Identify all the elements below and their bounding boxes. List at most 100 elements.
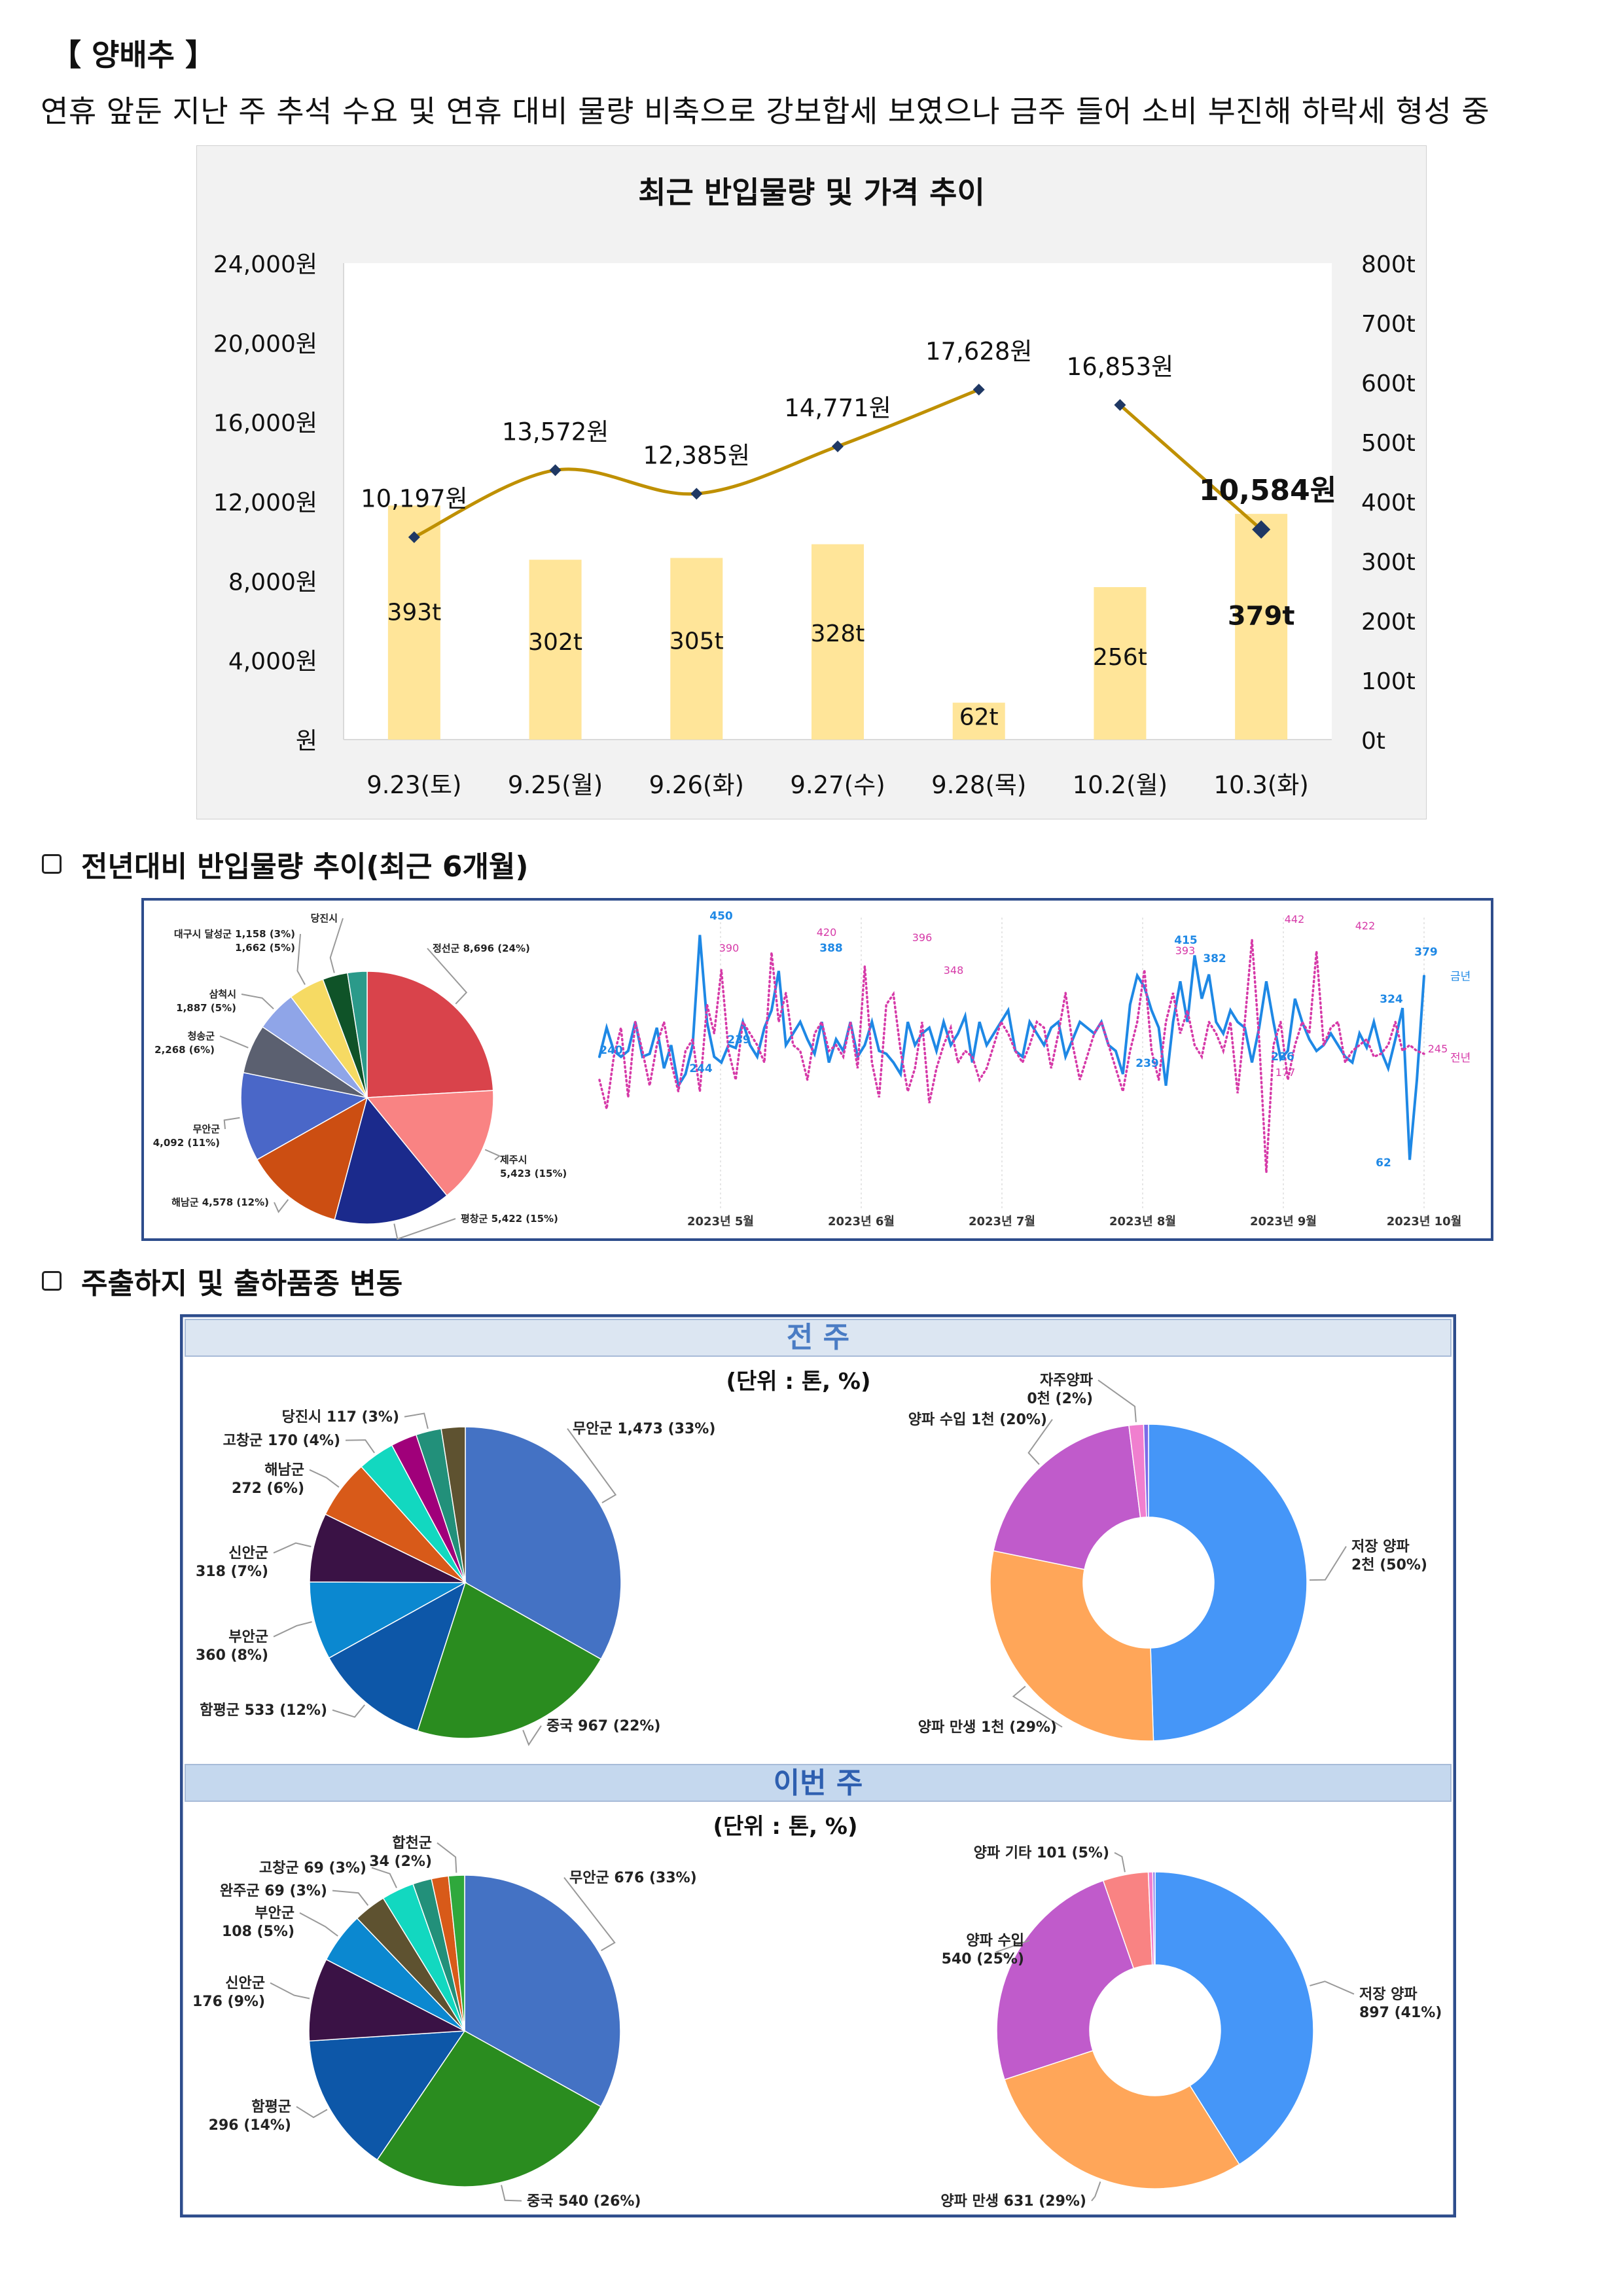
- price-line: [1118, 403, 1262, 531]
- volume-bar: [1094, 587, 1147, 740]
- slice-label: 신안군: [225, 1975, 265, 1992]
- this-year-value-label: 388: [819, 942, 843, 955]
- slice-label: 당진시: [311, 912, 338, 924]
- price-label: 16,853원: [1067, 353, 1174, 381]
- this-week-region-pie: [308, 1874, 621, 2187]
- price-label: 14,771원: [784, 394, 891, 422]
- this-year-value-label: 239: [1135, 1057, 1159, 1070]
- slice-label: 양파 수입 1천 (20%): [908, 1412, 1047, 1428]
- y-left-tick: 20,000원: [213, 331, 317, 357]
- this-year-value-label: 244: [689, 1062, 713, 1075]
- slice-label: 5,423 (15%): [500, 1168, 567, 1179]
- prev-week-header: [185, 1319, 1452, 1357]
- volume-label: 256t: [1093, 644, 1147, 671]
- y-right-tick: 200t: [1361, 609, 1416, 636]
- pie-slice: [1152, 1871, 1156, 1965]
- leader-line: [332, 1890, 369, 1906]
- region-pie: [240, 971, 494, 1225]
- origin-checkbox[interactable]: [42, 1271, 62, 1291]
- pie-slice: [440, 1426, 466, 1583]
- slice-label: 540 (25%): [942, 1951, 1024, 1967]
- volume-label: 62t: [959, 704, 999, 731]
- leader-line: [329, 918, 344, 973]
- slice-label: 2,268 (6%): [154, 1044, 215, 1056]
- slice-label: 양파 만생 1천 (29%): [918, 1719, 1057, 1736]
- price-label: 12,385원: [643, 441, 751, 469]
- page-heading: 【 양배추 】: [51, 37, 215, 73]
- this-week-title: 이번 주: [774, 1767, 863, 1800]
- price-marker: [1114, 399, 1126, 411]
- y-left-tick: 12,000원: [213, 490, 317, 516]
- slice-label: 318 (7%): [196, 1564, 268, 1580]
- leader-line: [332, 1704, 366, 1718]
- this-year-value-label: 415: [1174, 934, 1198, 947]
- pie-slice: [1004, 2050, 1240, 2189]
- price-label: 17,628원: [925, 337, 1033, 365]
- origin-panel: 전 주 (단위 : 톤, %) 이번 주 (단위 : 톤, %) 무안군 1,473 (…: [179, 1314, 1457, 2218]
- leader-line: [1310, 1981, 1355, 1995]
- slice-label: 무안군 676 (33%): [569, 1870, 697, 1886]
- last-year-value-label: 422: [1355, 920, 1376, 932]
- leader-line: [274, 1199, 289, 1213]
- last-year-value-label: 393: [1175, 944, 1196, 957]
- pie-slice: [308, 2030, 466, 2161]
- y-left-tick: 4,000원: [228, 649, 317, 675]
- this-year-value-label: 382: [1203, 952, 1226, 965]
- x-tick-label: 2023년 7월: [969, 1215, 1035, 1229]
- slice-label: 양파 만생 631 (29%): [940, 2193, 1086, 2210]
- leader-line: [223, 1117, 240, 1130]
- slice-label: 함평군 533 (12%): [200, 1702, 327, 1719]
- slice-label: 897 (41%): [1359, 2005, 1442, 2021]
- slice-label: 부안군: [228, 1629, 268, 1645]
- slice-label: 0천 (2%): [1027, 1391, 1093, 1407]
- price-marker: [972, 384, 985, 396]
- section-trend: 전년대비 반입물량 추이(최근 6개월): [42, 843, 529, 885]
- leader-line: [567, 1428, 617, 1503]
- leader-line: [427, 948, 468, 1005]
- slice-label: 자주양파: [1040, 1372, 1094, 1389]
- origin-chart: 전 주 (단위 : 톤, %) 이번 주 (단위 : 톤, %) 무안군 1,473 (…: [179, 1314, 1457, 2218]
- slice-label: 176 (9%): [192, 1994, 265, 2010]
- pie-slice: [376, 2030, 602, 2187]
- last-year-value-label: 442: [1285, 913, 1305, 925]
- volume-bar: [1235, 514, 1288, 740]
- price-label: 10,197원: [361, 485, 468, 513]
- legend-last-year: 전년: [1450, 1052, 1471, 1065]
- x-tick-label: 2023년 6월: [828, 1215, 895, 1229]
- slice-label: 양파 기타 101 (5%): [974, 1845, 1109, 1861]
- leader-line: [1027, 1419, 1053, 1465]
- x-tick-label: 2023년 9월: [1250, 1215, 1317, 1229]
- section-origin-title: 주출하지 및 출하품종 변동: [81, 1267, 403, 1300]
- slice-label: 당진시 117 (3%): [282, 1409, 399, 1426]
- leader-line: [299, 1912, 338, 1937]
- slice-label: 대구시 달성군 1,158 (3%): [174, 928, 295, 940]
- this-year-value-label: 236: [1271, 1050, 1294, 1064]
- slice-label: 청송군: [188, 1030, 215, 1042]
- chart-title: 최근 반입물량 및 가격 추이: [638, 175, 985, 210]
- price-marker: [1252, 520, 1271, 539]
- this-year-line: [598, 935, 1425, 1160]
- leader-line: [296, 933, 306, 985]
- x-tick-label: 9.28(목): [931, 771, 1026, 799]
- pie-slice: [240, 1071, 369, 1160]
- slice-label: 저장 양파: [1351, 1539, 1410, 1555]
- pie-slice: [417, 1581, 602, 1739]
- price-marker: [549, 464, 562, 476]
- this-year-value-label: 450: [709, 910, 733, 923]
- legend-this-year: 금년: [1450, 970, 1471, 983]
- price-label: 13,572원: [502, 418, 609, 446]
- y-right-tick: 400t: [1361, 490, 1416, 516]
- pie-slice: [1154, 1871, 1314, 2165]
- slice-label: 합천군: [392, 1835, 432, 1852]
- price-marker: [408, 531, 420, 543]
- volume-label: 302t: [528, 629, 582, 656]
- x-tick-label: 2023년 10월: [1387, 1215, 1462, 1229]
- volume-label: 379t: [1228, 601, 1295, 631]
- market-summary: 연휴 앞둔 지난 주 추석 수요 및 연휴 대비 물량 비축으로 강보합세 보였…: [41, 94, 1490, 129]
- slice-label: 고창군 69 (3%): [259, 1860, 366, 1876]
- slice-label: 1,887 (5%): [176, 1002, 236, 1014]
- trend-checkbox[interactable]: [42, 854, 62, 874]
- x-tick-label: 9.23(토): [366, 771, 461, 799]
- leader-line: [1114, 1852, 1126, 1873]
- yoy-panel: 정선군 8,696 (24%) 제주시 5,423 (15%) 평창군 5,422 (…: [141, 898, 1493, 1241]
